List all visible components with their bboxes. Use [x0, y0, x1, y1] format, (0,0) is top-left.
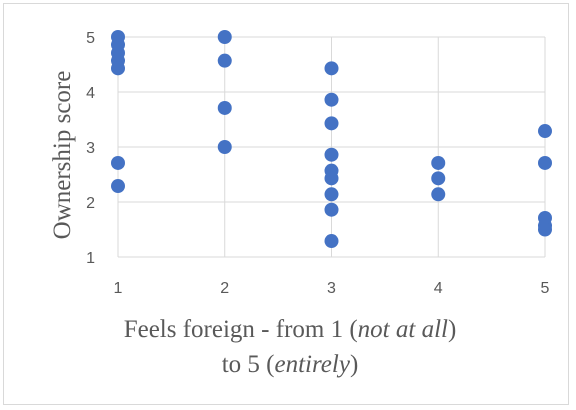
data-point — [431, 187, 446, 202]
x-tick-label: 3 — [327, 280, 336, 297]
data-point — [111, 61, 125, 76]
y-axis-title: Ownership score — [49, 71, 76, 240]
x-tick-label: 2 — [220, 280, 229, 297]
x-axis-title-text: to 5 ( — [221, 351, 275, 378]
data-point — [324, 116, 339, 131]
x-axis-title-line-2: to 5 (entirely) — [90, 347, 490, 382]
data-point — [324, 202, 339, 217]
chart-frame — [3, 3, 569, 405]
data-point — [324, 187, 339, 202]
y-tick-label: 4 — [86, 85, 95, 102]
data-point — [324, 171, 339, 186]
y-tick-labels: 1 2 3 4 5 — [86, 30, 95, 267]
y-tick-label: 3 — [86, 140, 95, 157]
gridlines — [117, 36, 546, 258]
data-point — [431, 155, 446, 170]
data-point — [217, 30, 232, 44]
x-tick-label: 1 — [114, 280, 123, 297]
data-point — [538, 124, 552, 139]
data-point — [538, 155, 552, 170]
x-tick-labels: 1 2 3 4 5 — [114, 280, 550, 297]
data-points — [111, 30, 552, 249]
data-point — [217, 140, 232, 154]
x-axis-title-text: ) — [349, 351, 359, 378]
data-point — [111, 179, 125, 194]
data-point — [431, 171, 446, 186]
x-axis-title-italic: not at all — [357, 316, 448, 343]
x-axis-title: Feels foreign - from 1 (not at all) to 5… — [90, 312, 490, 382]
y-tick-label: 5 — [86, 30, 95, 47]
data-point — [324, 61, 339, 76]
y-tick-label: 1 — [86, 250, 95, 267]
data-point — [111, 155, 125, 170]
data-point — [217, 53, 232, 68]
data-point — [324, 234, 339, 249]
x-axis-title-italic: entirely — [274, 351, 350, 378]
y-tick-label: 2 — [86, 195, 95, 212]
data-point — [324, 92, 339, 107]
data-point — [324, 147, 339, 162]
x-axis-title-text: ) — [447, 316, 457, 343]
x-axis-title-text: Feels foreign - from 1 ( — [123, 316, 358, 343]
x-tick-label: 5 — [541, 280, 550, 297]
x-tick-label: 4 — [434, 280, 443, 297]
data-point — [217, 100, 232, 115]
data-point — [538, 222, 552, 237]
x-axis-title-line-1: Feels foreign - from 1 (not at all) — [90, 312, 490, 347]
